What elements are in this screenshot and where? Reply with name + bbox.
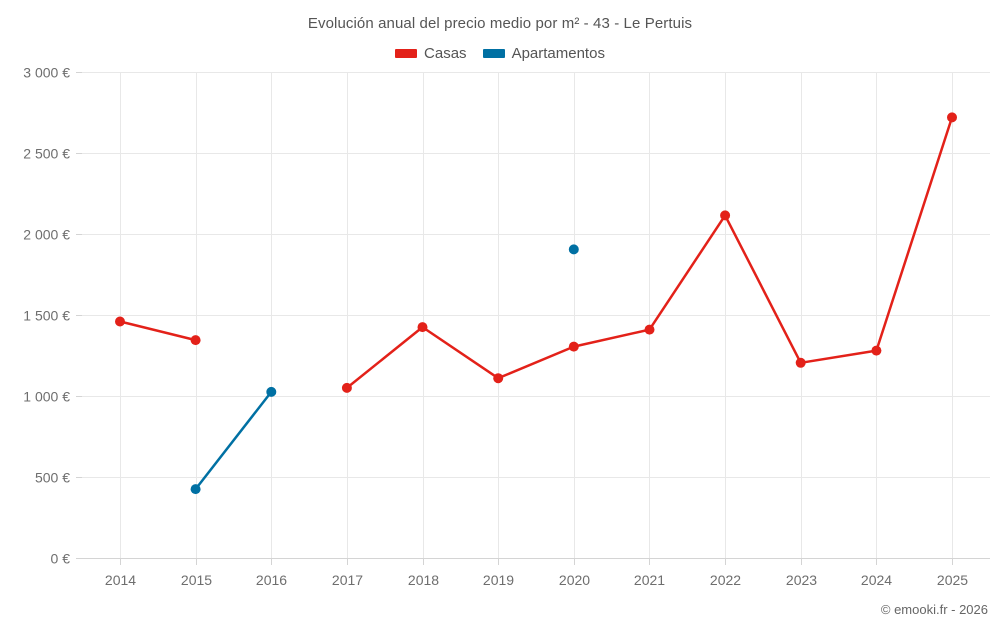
- copyright-credit: © emooki.fr - 2026: [880, 602, 988, 617]
- data-point-apartamentos-2020[interactable]: [568, 244, 579, 255]
- chart-legend: Casas Apartamentos: [0, 45, 1000, 62]
- data-point-casas-2018[interactable]: [417, 322, 428, 333]
- data-point-apartamentos-2016[interactable]: [266, 386, 277, 397]
- gridlines: [82, 72, 990, 559]
- y-tick-label: 3 000 €: [23, 65, 70, 81]
- data-point-casas-2023[interactable]: [795, 357, 806, 368]
- data-series: [115, 112, 957, 495]
- legend-label-casas: Casas: [424, 45, 467, 62]
- legend-swatch-apartamentos: [482, 49, 505, 58]
- y-axis-tick-labels: 0 € 500 € 1 000 € 1 500 € 2 000 € 2 500 € 3 00…: [23, 65, 70, 567]
- data-point-casas-2015[interactable]: [190, 335, 201, 346]
- x-tick-label: 2015: [181, 572, 212, 588]
- x-tick-label: 2024: [861, 572, 892, 588]
- x-tick-label: 2014: [105, 572, 136, 588]
- chart-title: Evolución anual del precio medio por m² …: [307, 15, 693, 32]
- data-point-casas-2019[interactable]: [493, 373, 504, 384]
- y-tick-label: 1 000 €: [23, 389, 70, 405]
- data-point-casas-2025[interactable]: [947, 112, 957, 123]
- legend-item-apartamentos[interactable]: Apartamentos: [482, 45, 605, 62]
- y-tick-label: 0 €: [51, 551, 71, 567]
- x-tick-label: 2017: [332, 572, 363, 588]
- series-line-apartamentos: [194, 390, 273, 491]
- x-tick-label: 2019: [483, 572, 514, 588]
- y-tick-label: 2 500 €: [23, 146, 70, 162]
- x-tick-label: 2016: [256, 572, 287, 588]
- y-tick-label: 2 000 €: [23, 227, 70, 243]
- series-line-casas: [118, 320, 197, 342]
- x-tick-label: 2021: [634, 572, 665, 588]
- legend-swatch-casas: [395, 49, 418, 58]
- x-tick-label: 2022: [710, 572, 741, 588]
- data-point-casas-2024[interactable]: [871, 345, 882, 356]
- legend-label-apartamentos: Apartamentos: [511, 45, 605, 62]
- y-tick-label: 1 500 €: [23, 308, 70, 324]
- x-tick-label: 2020: [559, 572, 590, 588]
- x-tick-label: 2018: [408, 572, 439, 588]
- x-tick-label: 2025: [937, 572, 968, 588]
- data-point-casas-2022[interactable]: [720, 210, 731, 221]
- y-tick-label: 500 €: [35, 470, 70, 486]
- legend-item-casas[interactable]: Casas: [395, 45, 467, 62]
- axes: [76, 72, 953, 565]
- data-point-apartamentos-2015[interactable]: [190, 484, 201, 495]
- x-tick-label: 2023: [786, 572, 817, 588]
- data-point-casas-2014[interactable]: [115, 316, 125, 327]
- data-point-casas-2017[interactable]: [341, 382, 352, 393]
- data-point-casas-2020[interactable]: [568, 341, 579, 352]
- data-point-casas-2021[interactable]: [644, 324, 655, 335]
- x-axis-tick-labels: 2014 2015 2016 2017 2018 2019 2020 2021 2022 2023…: [105, 572, 968, 588]
